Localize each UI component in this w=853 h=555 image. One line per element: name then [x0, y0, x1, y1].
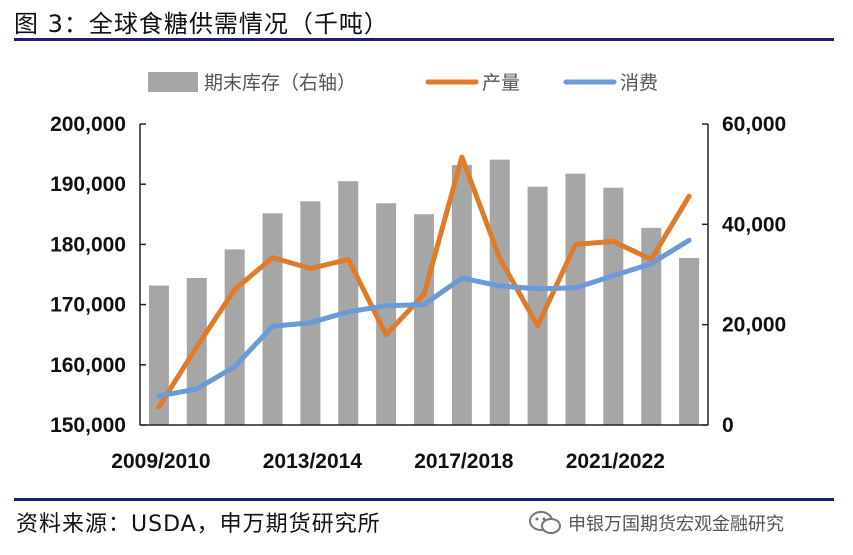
legend-swatch-bar	[148, 72, 198, 92]
bar-ending-stock	[679, 257, 700, 425]
x-tick-label: 2017/2018	[414, 450, 514, 473]
y-right-tick-label: 40,000	[722, 213, 786, 236]
bar-ending-stock	[376, 203, 397, 425]
bar-ending-stock	[148, 285, 169, 425]
source-note: 资料来源：USDA，申万期货研究所	[16, 512, 381, 537]
figure-title: 图 3：全球食糖供需情况（千吨）	[14, 10, 389, 38]
line-consumption	[156, 237, 692, 399]
y-left-tick-label: 200,000	[50, 113, 126, 136]
bar-ending-stock	[224, 249, 245, 425]
bar-ending-stock	[565, 173, 586, 425]
legend-label: 消费	[620, 72, 658, 94]
bar-ending-stock	[641, 227, 662, 425]
legend-label: 期末库存（右轴）	[204, 72, 356, 94]
bar-ending-stock	[603, 187, 624, 425]
x-tick-label: 2021/2022	[566, 450, 665, 473]
y-left-tick-label: 160,000	[50, 354, 126, 377]
bar-ending-stock	[186, 278, 207, 425]
y-right-tick-label: 60,000	[722, 113, 786, 136]
line-production	[156, 154, 692, 410]
legend-label: 产量	[482, 72, 520, 94]
y-left-tick-label: 150,000	[50, 414, 126, 437]
y-left-tick-label: 180,000	[50, 233, 126, 256]
x-tick-label: 2013/2014	[263, 450, 363, 473]
source-rule	[14, 498, 834, 501]
bar-ending-stock	[338, 181, 359, 425]
y-right-tick-label: 20,000	[722, 314, 786, 337]
watermark-text: 申银万国期货宏观金融研究	[568, 514, 784, 535]
title-rule	[14, 38, 834, 41]
y-left-tick-label: 190,000	[50, 173, 126, 196]
bar-ending-stock	[414, 214, 434, 425]
x-tick-label: 2009/2010	[111, 450, 210, 473]
bar-ending-stock	[451, 165, 472, 426]
bar-ending-stock	[262, 213, 283, 425]
y-left-tick-label: 170,000	[50, 294, 126, 317]
watermark: 申银万国期货宏观金融研究	[528, 510, 784, 536]
y-right-tick-label: 0	[722, 414, 734, 437]
bar-ending-stock	[527, 186, 548, 425]
wechat-icon	[529, 511, 561, 534]
bar-ending-stock	[300, 201, 321, 425]
bar-ending-stock	[489, 159, 510, 425]
